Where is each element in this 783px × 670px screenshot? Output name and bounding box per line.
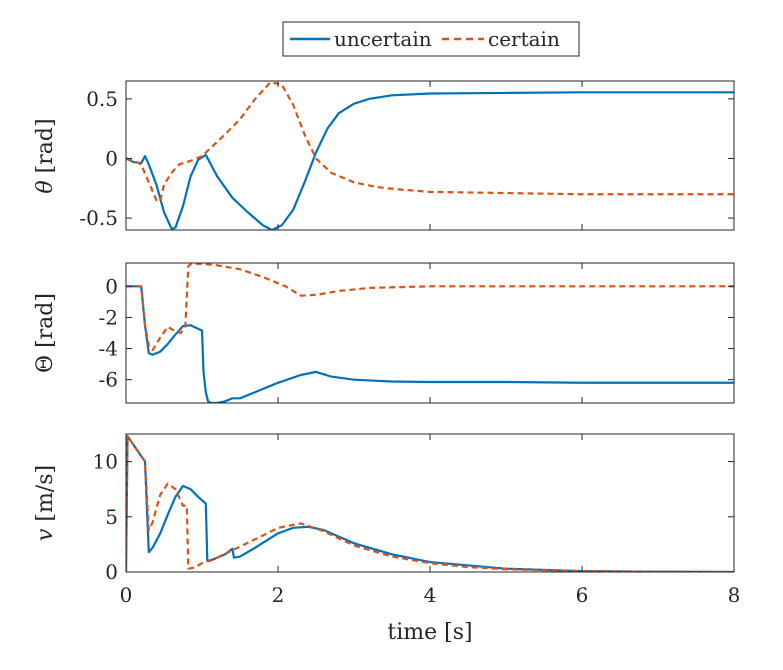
y-tick-label: -6 [99, 368, 118, 392]
series-line-certain-panel-1 [126, 81, 734, 203]
y-tick-label: 10 [93, 450, 118, 474]
panel-velocity: 0 5 10 0 2 4 6 8 v [m/s] time [s] [33, 433, 741, 645]
Theta-y-axis-symbol: Θ [33, 355, 58, 373]
series-line-uncertain-panel-2 [126, 285, 734, 403]
velocity-plot-area [126, 435, 734, 572]
legend-box [282, 21, 580, 57]
series-line-uncertain-panel-1 [126, 91, 734, 230]
theta-y-axis-unit: [rad] [33, 118, 58, 173]
velocity-y-axis-label: v [m/s] [33, 465, 58, 541]
x-tick-label: 4 [424, 583, 437, 607]
y-tick-label: -4 [99, 337, 118, 361]
x-tick-label: 2 [272, 583, 285, 607]
velocity-y-axis-gap [33, 522, 58, 529]
panel-theta: 0.5 0 -0.5 θ [rad] [33, 80, 735, 231]
y-tick-label: -2 [99, 305, 118, 329]
legend-certain-label: certain [488, 27, 560, 51]
y-tick-label: 5 [105, 505, 118, 529]
legend: uncertain certain [282, 21, 580, 57]
y-tick-label: 0 [105, 146, 118, 170]
x-tick-label: 8 [728, 583, 741, 607]
x-axis-label: time [s] [387, 620, 472, 645]
Theta-plot-area [126, 263, 734, 403]
series-line-uncertain-panel-3 [126, 435, 734, 572]
velocity-y-axis-symbol: v [33, 528, 58, 541]
y-tick-label: 0 [105, 274, 118, 298]
Theta-y-axis-gap [33, 348, 58, 355]
theta-y-ticks: 0.5 0 -0.5 [79, 81, 735, 230]
y-tick-label: 0.5 [86, 87, 118, 111]
velocity-y-axis-unit: [m/s] [33, 465, 58, 522]
theta-axes-frame [125, 80, 735, 231]
theta-plot-area [126, 81, 734, 230]
theta-y-axis-gap [33, 173, 58, 180]
series-line-certain-panel-2 [126, 263, 734, 352]
velocity-axes-frame [125, 433, 735, 573]
y-tick-label: 0 [105, 560, 118, 584]
series-line-certain-panel-3 [126, 435, 734, 572]
theta-y-axis-label: θ [rad] [33, 118, 58, 193]
Theta-y-axis-label: Θ [rad] [33, 293, 58, 373]
x-tick-label: 6 [576, 583, 589, 607]
velocity-ticks: 0 5 10 0 2 4 6 8 [93, 434, 741, 607]
Theta-y-axis-unit: [rad] [33, 293, 58, 348]
legend-uncertain-label: uncertain [334, 27, 432, 51]
y-tick-label: -0.5 [79, 206, 118, 230]
theta-y-axis-symbol: θ [33, 180, 58, 193]
x-tick-label: 0 [120, 583, 133, 607]
panel-Theta: 0 -2 -4 -6 Θ [rad] [33, 262, 735, 404]
Theta-y-ticks: 0 -2 -4 -6 [99, 263, 735, 403]
